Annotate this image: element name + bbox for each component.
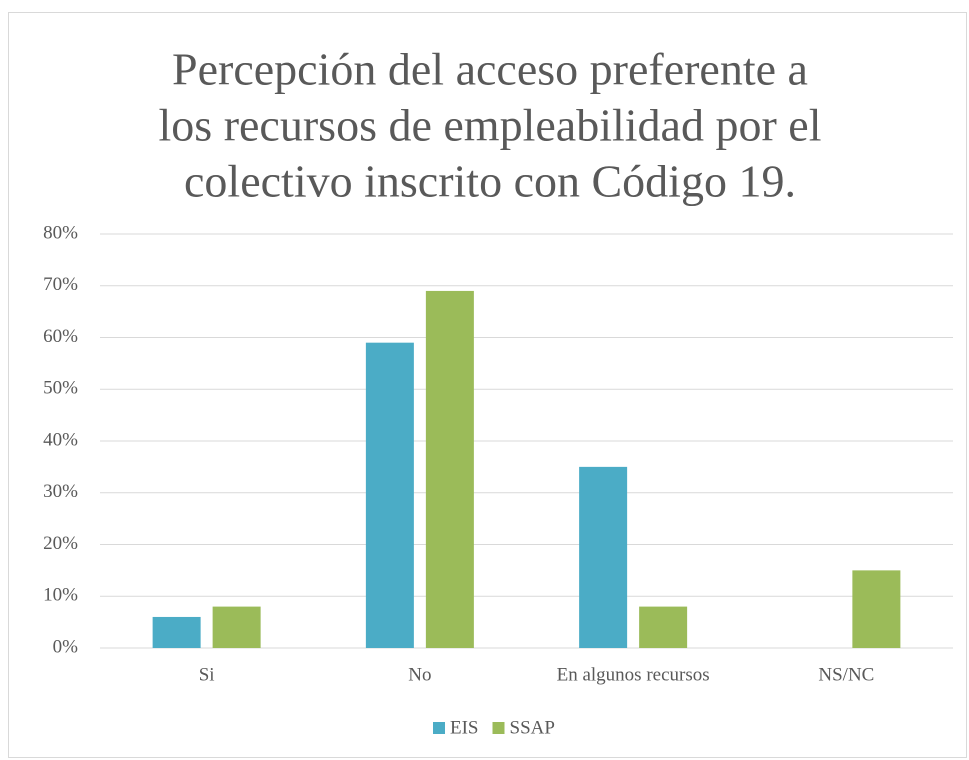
y-tick-label: 10% bbox=[43, 585, 78, 606]
legend-swatch bbox=[433, 722, 445, 734]
bar bbox=[212, 606, 261, 648]
bar bbox=[639, 606, 688, 648]
y-tick-label: 80% bbox=[43, 222, 78, 243]
y-tick-label: 60% bbox=[43, 326, 78, 347]
x-tick-label: Si bbox=[199, 664, 215, 685]
legend-label: SSAP bbox=[510, 717, 555, 738]
y-tick-label: 70% bbox=[43, 274, 78, 295]
x-tick-label: En algunos recursos bbox=[557, 664, 710, 685]
chart-title: colectivo inscrito con Código 19. bbox=[184, 156, 796, 207]
bar bbox=[365, 342, 414, 648]
y-tick-label: 20% bbox=[43, 533, 78, 554]
y-tick-label: 50% bbox=[43, 378, 78, 399]
y-tick-label: 0% bbox=[53, 636, 79, 657]
bar bbox=[425, 290, 474, 648]
chart-title: Percepción del acceso preferente a bbox=[172, 44, 808, 95]
x-tick-label: NS/NC bbox=[818, 664, 874, 685]
x-tick-label: No bbox=[408, 664, 431, 685]
bar bbox=[579, 466, 628, 648]
bar bbox=[152, 616, 201, 648]
bar bbox=[852, 570, 901, 648]
legend-label: EIS bbox=[450, 717, 479, 738]
legend-swatch bbox=[492, 722, 505, 734]
y-tick-label: 30% bbox=[43, 481, 78, 502]
chart-title: los recursos de empleabilidad por el bbox=[159, 100, 822, 151]
y-tick-label: 40% bbox=[43, 429, 78, 450]
